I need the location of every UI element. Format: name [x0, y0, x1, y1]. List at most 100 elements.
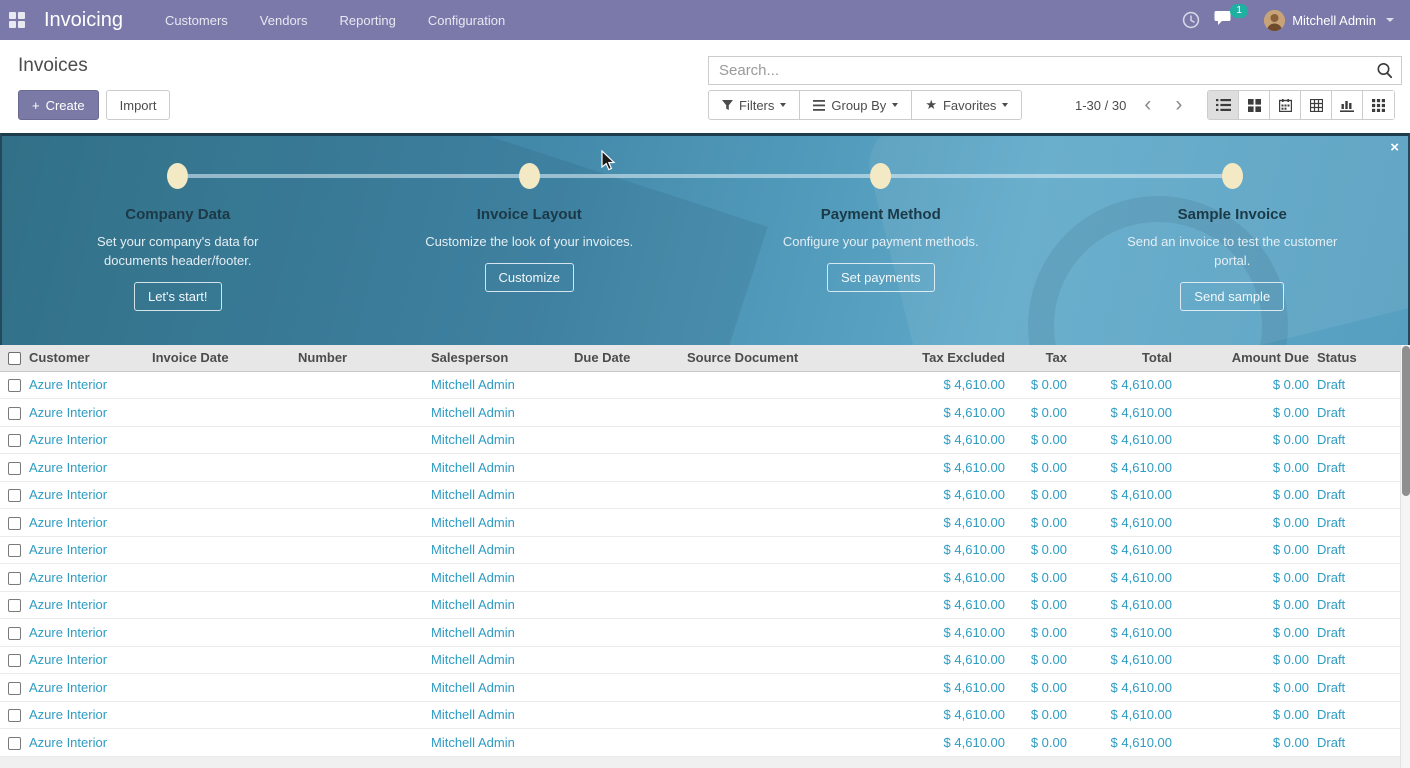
pivot-view-button[interactable]: [1301, 91, 1332, 119]
table-row[interactable]: Azure Interior Mitchell Admin $ 4,610.00…: [0, 701, 1410, 729]
cell-invoice-date: [148, 481, 294, 509]
pager-previous-icon[interactable]: ‹: [1144, 93, 1152, 116]
row-select-cell: [0, 618, 25, 647]
cell-salesperson: Mitchell Admin: [427, 508, 570, 537]
row-checkbox[interactable]: [8, 599, 21, 613]
select-all-checkbox[interactable]: [8, 352, 21, 366]
favorites-button[interactable]: ★ Favorites: [911, 90, 1023, 120]
cell-source-document: [683, 591, 876, 619]
user-menu[interactable]: Mitchell Admin: [1264, 9, 1394, 31]
table-row[interactable]: Azure Interior Mitchell Admin $ 4,610.00…: [0, 481, 1410, 509]
cell-total: $ 4,610.00: [1071, 536, 1176, 564]
menu-reporting[interactable]: Reporting: [339, 12, 396, 28]
col-total[interactable]: Total: [1071, 345, 1176, 372]
table-row[interactable]: Azure Interior Mitchell Admin $ 4,610.00…: [0, 563, 1410, 592]
table-row[interactable]: Azure Interior Mitchell Admin $ 4,610.00…: [0, 673, 1410, 702]
kanban-view-button[interactable]: [1239, 91, 1270, 119]
view-switcher: [1207, 90, 1395, 120]
cell-number: [294, 398, 427, 427]
table-row[interactable]: Azure Interior Mitchell Admin $ 4,610.00…: [0, 508, 1410, 537]
cell-salesperson: Mitchell Admin: [427, 536, 570, 564]
cell-tax: $ 0.00: [1009, 591, 1071, 619]
menu-vendors[interactable]: Vendors: [259, 12, 308, 28]
row-checkbox[interactable]: [8, 379, 21, 393]
cell-due-date: [570, 481, 683, 509]
cell-total: $ 4,610.00: [1071, 426, 1176, 454]
create-button-label: Create: [45, 97, 85, 113]
messages-icon[interactable]: 1: [1214, 3, 1249, 31]
menu-customers[interactable]: Customers: [164, 12, 228, 28]
search-icon[interactable]: [1376, 62, 1393, 79]
filter-funnel-icon: [722, 99, 733, 110]
activity-view-icon: [1372, 98, 1385, 112]
customize-button[interactable]: Customize: [484, 263, 574, 292]
row-checkbox[interactable]: [8, 736, 21, 750]
table-row[interactable]: Azure Interior Mitchell Admin $ 4,610.00…: [0, 453, 1410, 482]
row-select-cell: [0, 426, 25, 454]
row-checkbox[interactable]: [8, 709, 21, 723]
table-row[interactable]: Azure Interior Mitchell Admin $ 4,610.00…: [0, 398, 1410, 427]
vertical-scrollbar[interactable]: [1400, 345, 1410, 768]
send-sample-button[interactable]: Send sample: [1180, 282, 1285, 311]
cell-number: [294, 536, 427, 564]
apps-menu-icon[interactable]: [0, 0, 34, 40]
pager-next-icon[interactable]: ›: [1175, 93, 1183, 116]
row-checkbox[interactable]: [8, 654, 21, 668]
activities-clock-icon[interactable]: [1182, 11, 1200, 29]
row-checkbox[interactable]: [8, 489, 21, 503]
table-row[interactable]: Azure Interior Mitchell Admin $ 4,610.00…: [0, 618, 1410, 647]
top-navbar: Invoicing Customers Vendors Reporting Co…: [0, 0, 1410, 40]
cell-tax: $ 0.00: [1009, 481, 1071, 509]
calendar-view-icon: [1278, 98, 1292, 112]
col-tax-excluded[interactable]: Tax Excluded: [876, 345, 1009, 372]
menu-configuration[interactable]: Configuration: [427, 12, 506, 28]
cell-tax-excluded: $ 4,610.00: [876, 673, 1009, 702]
row-checkbox[interactable]: [8, 434, 21, 448]
lets-start-button[interactable]: Let's start!: [133, 282, 222, 311]
banner-close-icon[interactable]: ×: [1390, 139, 1399, 156]
search-input[interactable]: [709, 62, 1376, 79]
scrollbar-thumb[interactable]: [1402, 346, 1410, 496]
cell-amount-due: $ 0.00: [1176, 673, 1313, 702]
col-amount-due[interactable]: Amount Due: [1176, 345, 1313, 372]
row-checkbox[interactable]: [8, 544, 21, 558]
col-salesperson[interactable]: Salesperson: [427, 345, 570, 372]
import-button[interactable]: Import: [105, 90, 171, 120]
action-buttons: + Create Import: [18, 90, 171, 120]
row-checkbox[interactable]: [8, 626, 21, 640]
table-row[interactable]: Azure Interior Mitchell Admin $ 4,610.00…: [0, 426, 1410, 454]
cell-number: [294, 646, 427, 674]
col-due-date[interactable]: Due Date: [570, 345, 683, 372]
select-all-cell: [0, 345, 25, 372]
col-source-document[interactable]: Source Document: [683, 345, 876, 372]
graph-view-button[interactable]: [1332, 91, 1363, 119]
list-view-button[interactable]: [1208, 91, 1239, 119]
col-customer[interactable]: Customer: [25, 345, 148, 372]
create-button[interactable]: + Create: [18, 90, 99, 120]
filters-button[interactable]: Filters: [708, 90, 800, 120]
table-row[interactable]: Azure Interior Mitchell Admin $ 4,610.00…: [0, 728, 1410, 757]
row-checkbox[interactable]: [8, 571, 21, 585]
import-button-label: Import: [119, 97, 157, 113]
table-row[interactable]: Azure Interior Mitchell Admin $ 4,610.00…: [0, 536, 1410, 564]
table-row[interactable]: Azure Interior Mitchell Admin $ 4,610.00…: [0, 646, 1410, 674]
col-tax[interactable]: Tax: [1009, 345, 1071, 372]
graph-view-icon: [1340, 100, 1354, 112]
activity-view-button[interactable]: [1363, 91, 1394, 119]
col-number[interactable]: Number: [294, 345, 427, 372]
set-payments-button[interactable]: Set payments: [827, 263, 935, 292]
group-by-button[interactable]: Group By: [799, 90, 912, 120]
table-row[interactable]: Azure Interior Mitchell Admin $ 4,610.00…: [0, 591, 1410, 619]
row-checkbox[interactable]: [8, 681, 21, 695]
table-row[interactable]: Azure Interior Mitchell Admin $ 4,610.00…: [0, 371, 1410, 399]
row-checkbox[interactable]: [8, 516, 21, 530]
row-checkbox[interactable]: [8, 461, 21, 475]
cell-total: $ 4,610.00: [1071, 398, 1176, 427]
calendar-view-button[interactable]: [1270, 91, 1301, 119]
row-checkbox[interactable]: [8, 406, 21, 420]
step-payment-method: Payment Method Configure your payment me…: [705, 136, 1057, 345]
col-invoice-date[interactable]: Invoice Date: [148, 345, 294, 372]
cell-amount-due: $ 0.00: [1176, 481, 1313, 509]
col-status[interactable]: Status: [1313, 345, 1410, 372]
chevron-down-icon: [892, 103, 899, 107]
